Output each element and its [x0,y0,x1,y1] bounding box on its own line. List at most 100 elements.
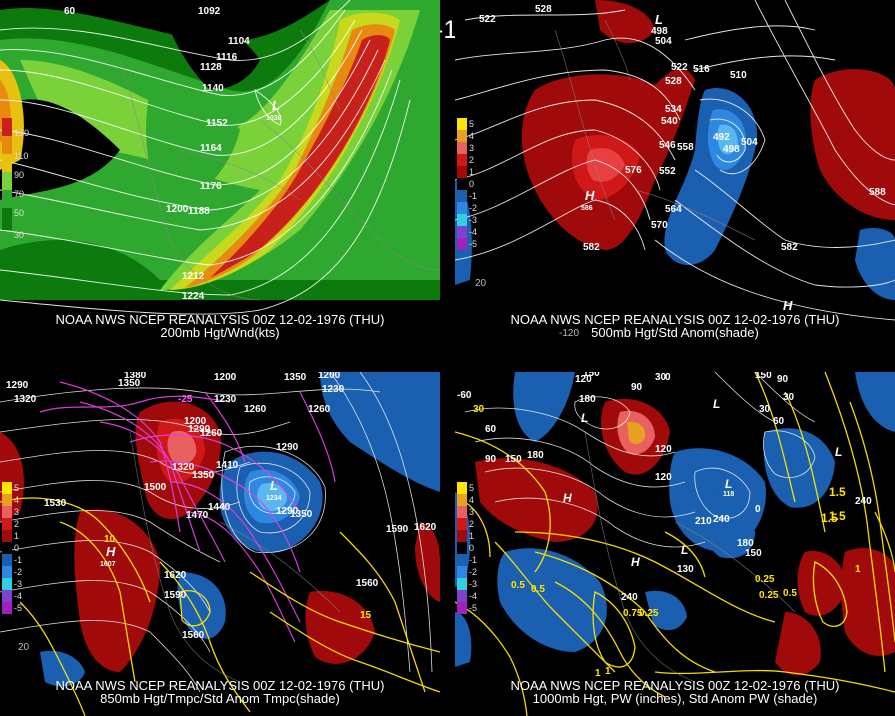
legend-1000mb: 5 4 3 2 1 0 -1 -2 -3 -4 -5 [457,482,477,614]
panel-200mb-map: 130 110 90 70 50 30 1092 1104 1116 1128 … [0,0,440,340]
contour-label: 510 [730,70,747,81]
contour-label: 1104 [228,36,250,47]
map-850mb: 5 4 3 2 1 0 -1 -2 -3 -4 -5 1350 1380 129… [0,372,440,716]
contour-label: 1500 [144,482,167,493]
legend-label: -3 [14,579,22,589]
legend-label: 2 [469,519,474,529]
legend-label: 3 [469,507,474,517]
contour-label: 528 [665,76,682,87]
legend-label: -1 [469,555,477,565]
pw-label: 0.5 [783,588,797,599]
contour-label: 498 [723,144,740,155]
legend-label: 5 [14,483,19,493]
low-marker: L [655,12,663,27]
contour-label: 546 [659,140,676,151]
contour-label: 1260 [308,404,331,415]
low-marker: L [835,445,842,459]
panel-1000mb-map: 5 4 3 2 1 0 -1 -2 -3 -4 -5 -60 30 60 90 … [455,372,895,716]
panel-500mb-map: 5 4 3 2 1 0 -1 -2 -3 -4 -5 522 528 L 498… [455,0,895,340]
legend-label: 3 [469,143,474,153]
low-marker: L [272,98,280,113]
contour-label: 492 [713,132,730,143]
legend-label: 1 [469,167,474,177]
legend-label: 5 [469,483,474,493]
pw-label: 0.5 [511,580,525,591]
legend-label: 130 [14,128,29,138]
high-value: 1607 [100,561,116,568]
contour-label: 522 [479,14,496,25]
legend-label: -3 [469,579,477,589]
lat-label: 20 [475,278,487,289]
contour-label: 1620 [164,570,187,581]
legend-label: 2 [469,155,474,165]
panel-850mb-caption-2: 850mb Hgt/Tmpc/Std Anom Tmpc(shade) [100,691,340,706]
high-marker: H [563,491,572,505]
contour-label: 1140 [202,83,224,94]
legend-label: -2 [14,567,22,577]
pw-label: 1 [605,666,611,677]
legend-label: 110 [14,151,28,161]
contour-label: 30 [759,404,771,415]
legend-label: -5 [469,239,477,249]
legend-label: 4 [469,131,474,141]
lat-label: 20 [18,642,30,653]
contour-label: 1200 [184,416,207,427]
contour-label: 1212 [182,271,205,282]
legend-label: -5 [14,603,22,613]
contour-label: 240 [855,496,872,507]
pw-label: 1 [595,668,601,679]
low-value: 1038 [266,115,282,122]
low-marker: L [581,411,588,425]
pw-label: 0.25 [759,590,779,601]
legend-label: -1 [14,555,22,565]
contour-label: 1470 [186,510,209,521]
contour-label: 1200 [166,204,189,215]
contour-label: 522 [671,62,688,73]
low-marker: L [725,477,732,491]
contour-label: 570 [651,220,668,231]
pw-label: 30 [473,404,485,415]
contour-label: 130 [677,564,694,575]
contour-label: 1590 [386,524,409,535]
legend-label: 70 [14,189,24,199]
contour-label: 582 [781,242,798,253]
low-value: 1234 [266,495,282,502]
contour-label: 180 [579,394,596,405]
pw-label: 0.75 [623,608,643,619]
contour-label: 534 [665,104,682,115]
lon-label: -120 [559,328,579,339]
contour-label: 1260 [244,404,267,415]
contour-label: 1350 [290,509,313,520]
contour-label: 528 [535,4,552,15]
high-marker: H [783,298,793,313]
contour-label: 552 [659,166,676,177]
legend-200mb: 130 110 90 70 50 30 [2,118,29,240]
legend-label: 0 [14,543,19,553]
contour-label: 150 [755,372,772,381]
contour-labels-1000mb: -60 30 60 90 150 180 120 150 180 L 90 30… [457,372,872,679]
contour-label: 1410 [216,460,239,471]
legend-label: 0 [469,179,474,189]
contour-label: 1128 [200,62,222,73]
contour-label: 504 [655,36,672,47]
legend-label: 50 [14,208,24,218]
contour-label: 582 [583,242,600,253]
pw-label: 0.25 [755,574,775,585]
temp-label: 10 [104,534,116,545]
contour-label: 1290 [188,424,211,435]
legend-label: -5 [469,603,477,613]
high-marker: H [631,555,640,569]
legend-label: 1 [14,531,19,541]
temp-label: -25 [178,394,193,405]
contour-label: 1092 [198,6,221,17]
legend-label: -4 [469,227,477,237]
legend-500mb: 5 4 3 2 1 0 -1 -2 -3 -4 -5 [457,118,477,250]
legend-label: 30 [14,230,24,240]
pw-label: 0.5 [531,584,545,595]
contour-label: 1620 [414,522,437,533]
legend-850mb: 5 4 3 2 1 0 -1 -2 -3 -4 -5 [2,482,22,614]
low-value: 118 [723,491,734,498]
map-1000mb: 5 4 3 2 1 0 -1 -2 -3 -4 -5 -60 30 60 90 … [455,372,895,716]
contour-label: 0 [755,504,761,515]
contour-label: 1560 [356,578,379,589]
